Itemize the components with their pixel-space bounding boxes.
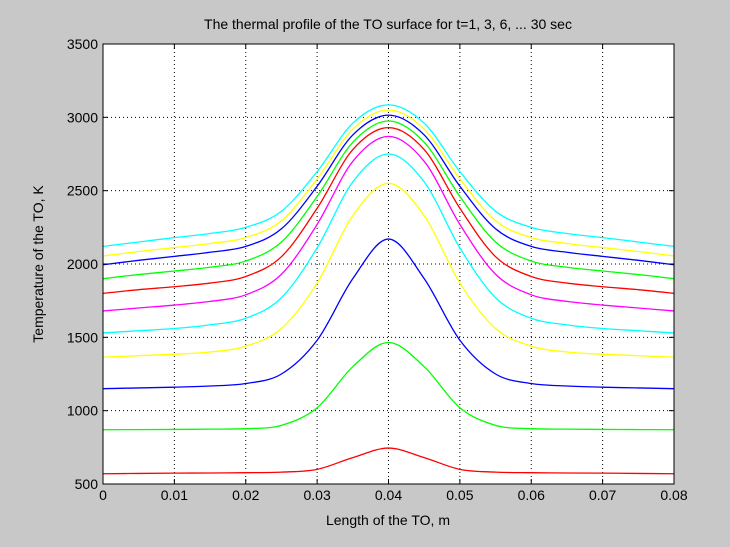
series-line-6 [102,135,675,312]
x-tick-label: 0.07 [589,487,616,503]
series-line-4 [102,182,675,358]
x-tick-label: 0.08 [660,487,687,503]
y-tick-label: 2500 [67,183,98,199]
series-group [102,104,675,475]
x-axis-label: Length of the TO, m [326,512,450,528]
y-tick-label: 1000 [67,403,98,419]
chart-title: The thermal profile of the TO surface fo… [204,16,572,32]
x-tick-label: 0.05 [446,487,473,503]
y-axis-label: Temperature of the TO, K [30,185,46,343]
grid-lines [103,44,674,484]
y-tick-label: 500 [75,476,99,492]
x-tick-label: 0.06 [518,487,545,503]
y-tick-label: 1500 [67,329,98,345]
x-tick-label: 0.01 [161,487,188,503]
y-tick-label: 3000 [67,109,98,125]
x-tick-labels: 0 0.01 0.02 0.03 0.04 0.05 0.06 0.07 0.08 [99,487,688,503]
y-tick-label: 3500 [67,36,98,52]
x-tick-label: 0.03 [304,487,331,503]
series-line-9 [102,114,675,266]
series-line-8 [102,120,675,280]
series-line-11 [102,104,675,248]
series-line-7 [102,126,675,294]
axis-ticks [102,43,675,485]
x-tick-label: 0.02 [232,487,259,503]
y-tick-label: 2000 [67,256,98,272]
series-line-10 [102,109,675,257]
y-tick-labels: 500 1000 1500 2000 2500 3000 3500 [67,36,98,492]
series-line-2 [102,341,675,431]
series-line-5 [102,153,675,334]
x-tick-label: 0.04 [375,487,402,503]
x-tick-label: 0 [99,487,107,503]
series-line-1 [102,447,675,475]
series-line-3 [102,238,675,390]
